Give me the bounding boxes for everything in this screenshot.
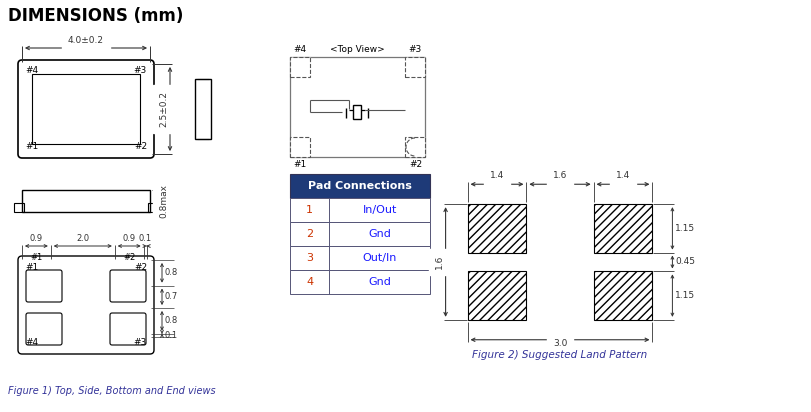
Text: 2: 2 xyxy=(306,229,313,239)
Text: 0.8max: 0.8max xyxy=(159,184,168,218)
Text: #2: #2 xyxy=(123,253,135,262)
Bar xyxy=(290,270,430,294)
Text: Pad Connections: Pad Connections xyxy=(307,181,411,191)
FancyBboxPatch shape xyxy=(26,270,62,302)
Text: #4: #4 xyxy=(25,66,38,75)
Bar xyxy=(22,190,150,212)
Text: Figure 2) Suggested Land Pattern: Figure 2) Suggested Land Pattern xyxy=(472,350,647,360)
Text: #4: #4 xyxy=(293,45,306,54)
Text: Gnd: Gnd xyxy=(367,229,391,239)
Text: Figure 1) Top, Side, Bottom and End views: Figure 1) Top, Side, Bottom and End view… xyxy=(8,386,216,396)
Bar xyxy=(467,272,526,320)
Text: 3.0: 3.0 xyxy=(552,339,567,348)
Text: #3: #3 xyxy=(134,338,147,347)
Text: 0.1: 0.1 xyxy=(165,331,178,340)
Bar xyxy=(290,174,430,198)
Bar xyxy=(148,203,158,212)
Text: 0.7: 0.7 xyxy=(165,292,178,301)
Text: 2.0: 2.0 xyxy=(76,234,89,243)
Text: 1.15: 1.15 xyxy=(675,224,695,233)
Text: #3: #3 xyxy=(408,45,422,54)
Bar xyxy=(405,57,424,77)
Text: 1.4: 1.4 xyxy=(489,171,504,180)
Text: 4: 4 xyxy=(306,277,313,287)
Text: 0.45: 0.45 xyxy=(675,258,694,267)
Text: 1.6: 1.6 xyxy=(552,171,567,180)
FancyBboxPatch shape xyxy=(18,256,154,354)
Text: #4: #4 xyxy=(25,338,38,347)
Bar xyxy=(593,272,651,320)
Text: 2.5±0.2: 2.5±0.2 xyxy=(159,91,168,127)
Bar xyxy=(593,204,651,253)
Text: #1: #1 xyxy=(30,253,42,262)
Bar xyxy=(290,57,424,157)
FancyBboxPatch shape xyxy=(109,313,146,345)
Text: Gnd: Gnd xyxy=(367,277,391,287)
Text: #1: #1 xyxy=(293,160,306,169)
Bar xyxy=(353,105,361,119)
Bar xyxy=(290,57,310,77)
Text: #2: #2 xyxy=(134,142,147,151)
Bar xyxy=(467,204,526,253)
Text: In/Out: In/Out xyxy=(362,205,397,215)
Text: 0.9: 0.9 xyxy=(122,234,135,243)
Text: #3: #3 xyxy=(134,66,147,75)
Bar xyxy=(290,198,430,222)
Text: Out/In: Out/In xyxy=(362,253,397,263)
Text: 1.4: 1.4 xyxy=(615,171,629,180)
Text: 1.6: 1.6 xyxy=(434,255,443,269)
Bar xyxy=(290,137,310,157)
Text: 0.1: 0.1 xyxy=(139,234,152,243)
Text: 3: 3 xyxy=(306,253,313,263)
Bar xyxy=(405,137,424,157)
Text: #1: #1 xyxy=(25,263,38,272)
FancyBboxPatch shape xyxy=(26,313,62,345)
Text: 0.8: 0.8 xyxy=(165,316,178,325)
Bar xyxy=(290,222,430,246)
Text: DIMENSIONS (mm): DIMENSIONS (mm) xyxy=(8,7,183,25)
Text: 1.15: 1.15 xyxy=(675,291,695,300)
Bar xyxy=(195,79,211,139)
Text: #1: #1 xyxy=(25,142,38,151)
Text: 4.0±0.2: 4.0±0.2 xyxy=(68,36,104,45)
Bar xyxy=(14,203,24,212)
Text: <Top View>: <Top View> xyxy=(329,45,384,54)
Bar xyxy=(32,74,139,144)
Text: 1: 1 xyxy=(306,205,313,215)
Text: 0.8: 0.8 xyxy=(165,268,178,277)
Text: #2: #2 xyxy=(134,263,147,272)
FancyBboxPatch shape xyxy=(18,60,154,158)
Text: 0.9: 0.9 xyxy=(30,234,43,243)
Text: #2: #2 xyxy=(409,160,422,169)
FancyBboxPatch shape xyxy=(109,270,146,302)
Bar xyxy=(290,246,430,270)
